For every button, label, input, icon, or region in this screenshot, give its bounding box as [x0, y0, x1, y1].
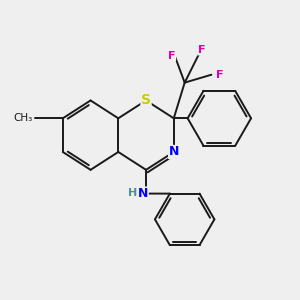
Text: S: S [141, 94, 151, 107]
Text: H: H [128, 188, 137, 198]
Text: F: F [216, 70, 223, 80]
Text: N: N [138, 187, 148, 200]
Text: F: F [168, 51, 176, 61]
Text: CH₃: CH₃ [14, 113, 33, 123]
Text: N: N [169, 146, 179, 158]
Text: F: F [198, 45, 205, 55]
